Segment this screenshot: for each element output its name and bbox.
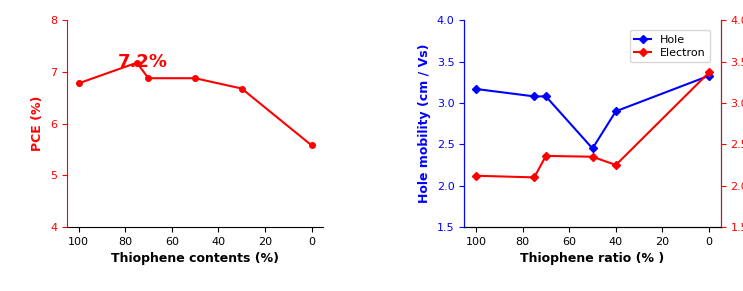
- Hole: [611, 109, 620, 113]
- Y-axis label: Hole mobility (cm / Vs): Hole mobility (cm / Vs): [418, 44, 431, 203]
- Line: Electron: Electron: [473, 70, 712, 180]
- Electron: [542, 154, 551, 158]
- Y-axis label: PCE (%): PCE (%): [31, 96, 45, 151]
- Line: Hole: Hole: [473, 73, 712, 151]
- Hole: [530, 95, 539, 98]
- Electron: [611, 163, 620, 167]
- Electron: [472, 174, 481, 178]
- Electron: [530, 176, 539, 179]
- X-axis label: Thiophene ratio (% ): Thiophene ratio (% ): [520, 252, 665, 265]
- Electron: [704, 71, 713, 74]
- X-axis label: Thiophene contents (%): Thiophene contents (%): [111, 252, 279, 265]
- Hole: [704, 74, 713, 77]
- Hole: [472, 87, 481, 91]
- Hole: [588, 147, 597, 150]
- Electron: [588, 155, 597, 159]
- Hole: [542, 95, 551, 98]
- Legend: Hole, Electron: Hole, Electron: [630, 30, 710, 62]
- Text: 7.2%: 7.2%: [118, 53, 168, 71]
